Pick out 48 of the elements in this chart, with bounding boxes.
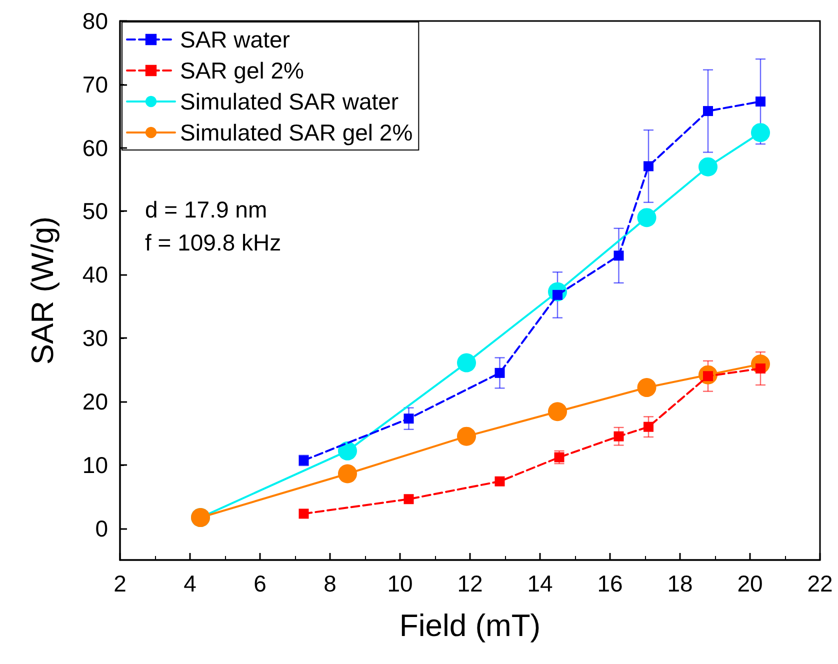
annotation: f = 109.8 kHz: [145, 230, 282, 256]
x-tick-label: 8: [324, 570, 336, 596]
point: [404, 414, 414, 424]
point: [298, 508, 309, 519]
y-tick-label: 70: [82, 71, 108, 98]
y-tick-label: 0: [95, 515, 108, 542]
x-tick-label: 4: [184, 570, 197, 596]
point: [614, 431, 624, 442]
legend-label: Simulated SAR water: [180, 88, 399, 114]
point: [548, 402, 567, 422]
point: [494, 476, 505, 486]
y-tick-label: 20: [82, 388, 108, 414]
y-tick-label: 80: [82, 8, 108, 34]
y-tick-label: 60: [82, 134, 108, 161]
legend-label: SAR gel 2%: [180, 58, 304, 84]
legend-label: Simulated SAR gel 2%: [180, 120, 413, 146]
point: [457, 426, 476, 446]
point: [756, 96, 766, 107]
y-tick-label: 40: [82, 262, 108, 288]
point: [614, 250, 624, 261]
x-tick-label: 12: [457, 570, 483, 596]
y-tick-label: 50: [82, 198, 108, 224]
point: [637, 378, 656, 398]
point: [703, 106, 713, 116]
point: [338, 464, 357, 484]
x-tick-label: 20: [737, 570, 763, 596]
point: [494, 368, 505, 378]
x-tick-label: 6: [254, 570, 266, 596]
point: [404, 494, 414, 504]
x-tick-label: 2: [114, 570, 126, 596]
point: [751, 123, 770, 142]
point: [637, 208, 656, 228]
x-tick-label: 22: [807, 570, 833, 596]
point: [338, 441, 357, 460]
x-tick-label: 18: [667, 570, 693, 596]
y-axis-title: SAR (W/g): [25, 216, 60, 365]
legend-label: SAR water: [180, 26, 290, 52]
x-axis-title: Field (mT): [399, 608, 541, 643]
y-tick-label: 10: [82, 452, 108, 478]
point: [698, 157, 718, 176]
point: [457, 353, 476, 372]
annotation: d = 17.9 nm: [145, 196, 268, 222]
x-tick-label: 16: [597, 570, 623, 596]
point: [644, 422, 654, 432]
y-tick-label: 30: [82, 325, 108, 352]
point: [644, 161, 654, 172]
x-tick-label: 10: [387, 570, 413, 596]
x-tick-label: 14: [527, 570, 553, 596]
